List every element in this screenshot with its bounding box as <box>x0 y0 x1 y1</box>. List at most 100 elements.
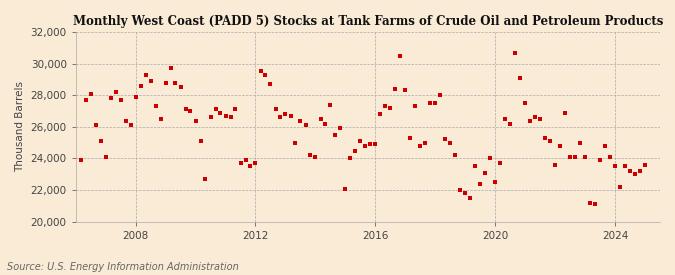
Point <box>465 196 476 200</box>
Point <box>385 106 396 110</box>
Point <box>105 96 116 101</box>
Point <box>485 156 495 161</box>
Point <box>235 161 246 165</box>
Point <box>151 104 161 108</box>
Point <box>255 69 266 74</box>
Point <box>110 90 121 94</box>
Point <box>439 137 450 142</box>
Y-axis label: Thousand Barrels: Thousand Barrels <box>15 81 25 172</box>
Point <box>430 101 441 105</box>
Point <box>205 115 216 120</box>
Point <box>225 115 236 120</box>
Point <box>365 142 376 146</box>
Point <box>215 110 226 115</box>
Point <box>520 101 531 105</box>
Point <box>525 118 536 123</box>
Point <box>595 158 605 162</box>
Point <box>120 118 131 123</box>
Point <box>290 141 301 145</box>
Point <box>295 118 306 123</box>
Point <box>445 141 456 145</box>
Point <box>310 155 321 159</box>
Point <box>85 91 96 96</box>
Point <box>535 117 545 121</box>
Point <box>190 118 201 123</box>
Point <box>505 122 516 126</box>
Title: Monthly West Coast (PADD 5) Stocks at Tank Farms of Crude Oil and Petroleum Prod: Monthly West Coast (PADD 5) Stocks at Ta… <box>73 15 663 28</box>
Point <box>345 156 356 161</box>
Point <box>335 126 346 131</box>
Point <box>410 104 421 108</box>
Point <box>540 136 551 140</box>
Point <box>545 139 556 143</box>
Point <box>155 117 166 121</box>
Point <box>549 163 560 167</box>
Point <box>425 101 435 105</box>
Point <box>555 144 566 148</box>
Point <box>574 141 585 145</box>
Point <box>315 117 326 121</box>
Point <box>280 112 291 116</box>
Point <box>76 158 86 162</box>
Point <box>300 123 311 127</box>
Point <box>360 144 371 148</box>
Point <box>570 155 580 159</box>
Point <box>475 182 485 186</box>
Point <box>330 133 341 137</box>
Point <box>380 104 391 108</box>
Point <box>195 139 206 143</box>
Point <box>140 72 151 77</box>
Point <box>530 115 541 120</box>
Point <box>460 191 470 196</box>
Point <box>90 123 101 127</box>
Point <box>375 112 386 116</box>
Text: Source: U.S. Energy Information Administration: Source: U.S. Energy Information Administ… <box>7 262 238 272</box>
Point <box>600 144 611 148</box>
Point <box>640 163 651 167</box>
Point <box>455 188 466 192</box>
Point <box>135 84 146 88</box>
Point <box>370 142 381 146</box>
Point <box>180 107 191 112</box>
Point <box>245 164 256 169</box>
Point <box>115 98 126 102</box>
Point <box>325 103 335 107</box>
Point <box>624 169 635 173</box>
Point <box>435 93 446 97</box>
Point <box>350 148 360 153</box>
Point <box>355 139 366 143</box>
Point <box>589 202 600 207</box>
Point <box>176 85 186 89</box>
Point <box>480 170 491 175</box>
Point <box>165 66 176 70</box>
Point <box>220 114 231 118</box>
Point <box>185 109 196 113</box>
Point <box>450 153 461 158</box>
Point <box>400 88 410 93</box>
Point <box>560 110 570 115</box>
Point <box>125 123 136 127</box>
Point <box>565 155 576 159</box>
Point <box>160 80 171 85</box>
Point <box>615 185 626 189</box>
Point <box>230 107 241 112</box>
Point <box>585 200 595 205</box>
Point <box>101 155 111 159</box>
Point <box>145 79 156 83</box>
Point <box>495 161 506 165</box>
Point <box>634 169 645 173</box>
Point <box>415 144 426 148</box>
Point <box>320 122 331 126</box>
Point <box>620 164 630 169</box>
Point <box>200 177 211 181</box>
Point <box>80 98 91 102</box>
Point <box>275 115 286 120</box>
Point <box>630 172 641 177</box>
Point <box>605 155 616 159</box>
Point <box>580 155 591 159</box>
Point <box>470 164 481 169</box>
Point <box>260 72 271 77</box>
Point <box>490 180 501 184</box>
Point <box>420 141 431 145</box>
Point <box>510 50 520 55</box>
